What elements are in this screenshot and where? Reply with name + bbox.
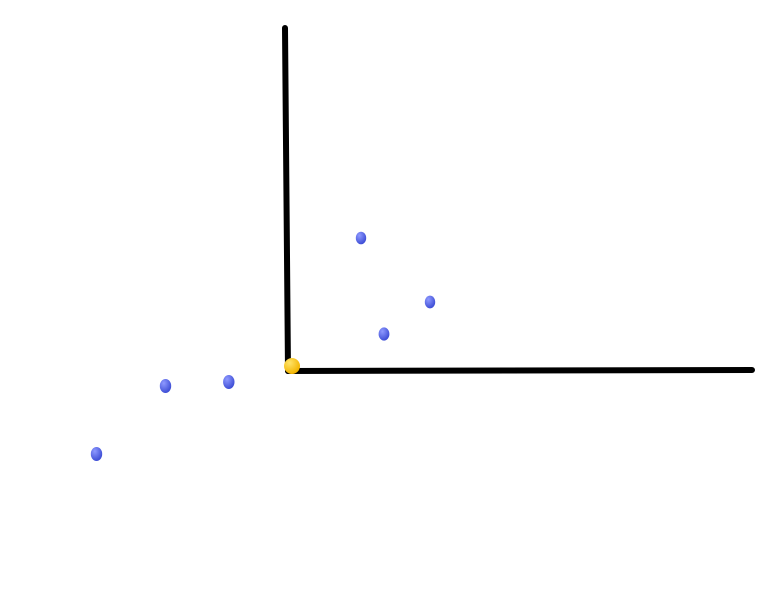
- y-axis-line: [282, 25, 291, 374]
- data-point-6: [90, 447, 103, 461]
- origin-marker: [284, 358, 300, 374]
- data-point-1: [355, 231, 367, 245]
- data-point-4: [223, 375, 235, 389]
- data-point-5: [159, 379, 172, 393]
- data-point-3: [378, 327, 390, 341]
- x-axis-line: [285, 367, 755, 374]
- data-points: [90, 231, 436, 461]
- data-point-2: [424, 295, 436, 309]
